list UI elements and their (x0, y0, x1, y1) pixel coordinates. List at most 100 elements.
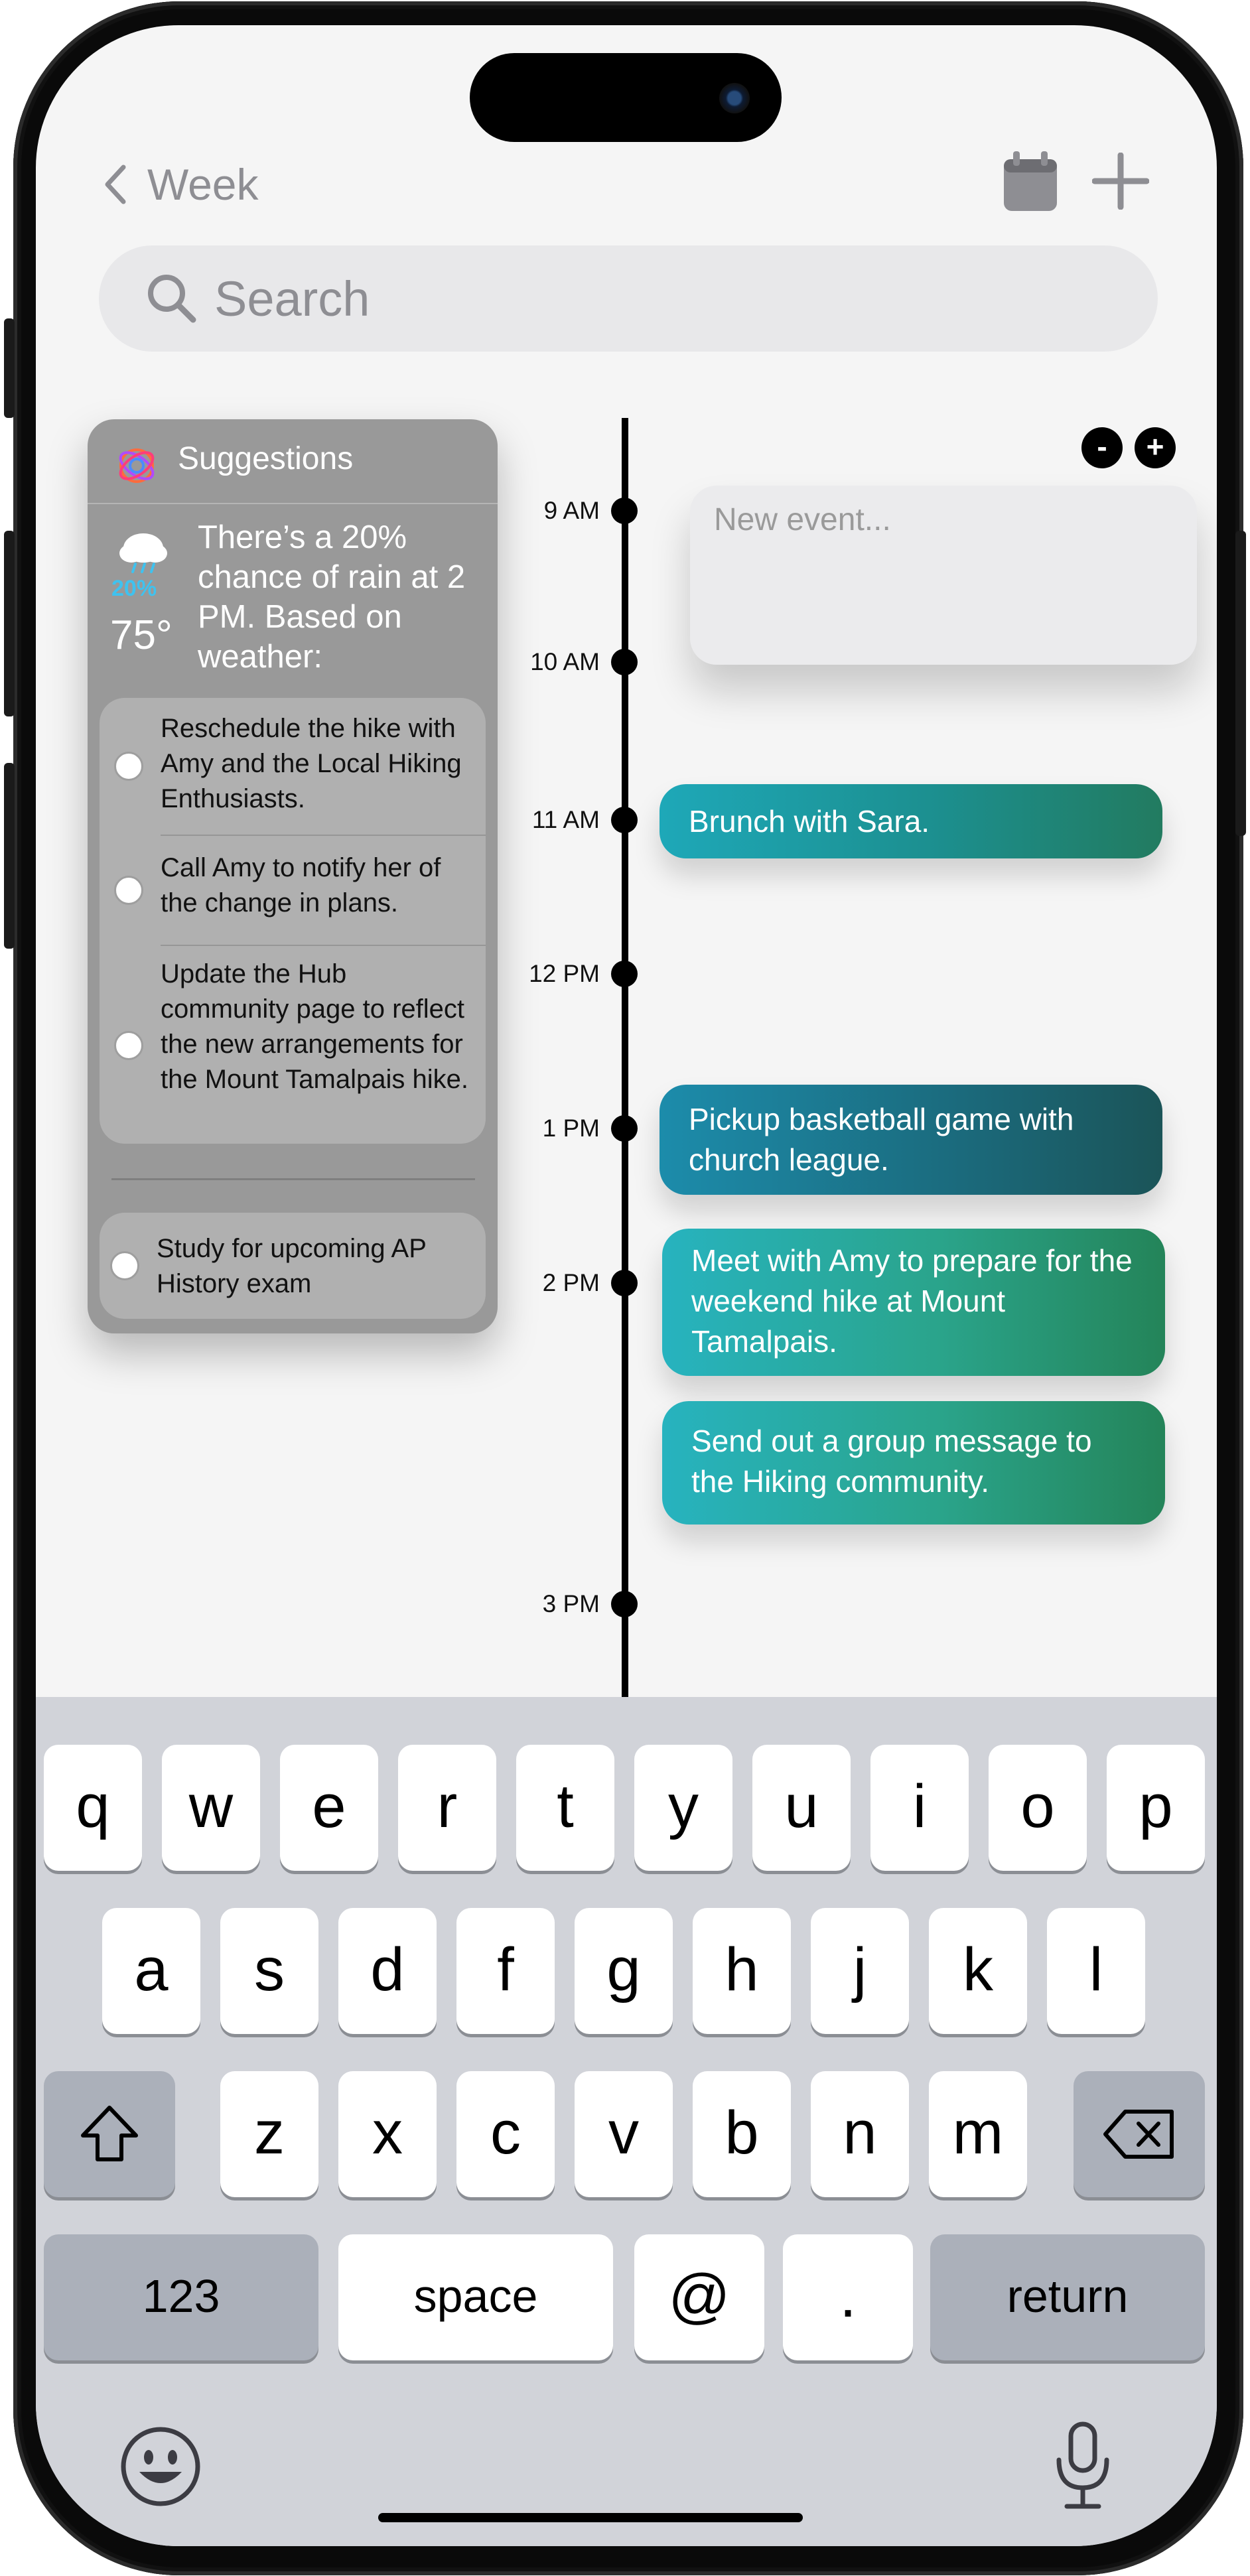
suggestion-text: Study for upcoming AP History exam (157, 1234, 427, 1298)
suggestion-checkbox[interactable] (114, 876, 143, 905)
time-label: 9 AM (543, 497, 600, 524)
key-v[interactable]: v (575, 2071, 673, 2197)
timeline-marker (611, 961, 638, 987)
event-card[interactable]: Meet with Amy to prepare for the weekend… (662, 1229, 1165, 1376)
suggestion-item[interactable]: Reschedule the hike with Amy and the Loc… (100, 698, 486, 835)
key-a[interactable]: a (102, 1908, 200, 2034)
divider (161, 835, 486, 836)
period-key[interactable]: . (783, 2234, 913, 2360)
zoom-in-button[interactable]: + (1135, 427, 1176, 468)
suggestion-text: Update the Hub community page to reflect… (161, 959, 468, 1094)
screen: Week Search Suggestions (36, 25, 1217, 2546)
emoji-icon[interactable] (119, 2425, 202, 2508)
shift-icon (81, 2106, 138, 2161)
suggestion-checkbox[interactable] (114, 1031, 143, 1060)
search-icon (148, 275, 196, 323)
calendar-button[interactable] (1003, 151, 1058, 216)
microphone-icon[interactable] (1051, 2421, 1115, 2510)
timeline-marker (611, 1115, 638, 1142)
suggestion-checkbox[interactable] (114, 752, 143, 781)
temperature: 75° (110, 612, 173, 658)
key-o[interactable]: o (989, 1745, 1087, 1871)
key-z[interactable]: z (220, 2071, 318, 2197)
key-n[interactable]: n (811, 2071, 909, 2197)
timeline-marker (611, 649, 638, 675)
suggestion-item[interactable]: Call Amy to notify her of the change in … (100, 836, 486, 945)
dynamic-island (470, 53, 782, 142)
event-card[interactable]: Send out a group message to the Hiking c… (662, 1401, 1165, 1525)
key-j[interactable]: j (811, 1908, 909, 2034)
new-event-input[interactable]: New event... (714, 502, 891, 537)
key-i[interactable]: i (870, 1745, 969, 1871)
key-c[interactable]: c (456, 2071, 555, 2197)
key-k[interactable]: k (929, 1908, 1027, 2034)
suggestion-checkbox[interactable] (110, 1251, 139, 1280)
new-event-card[interactable]: New event... (690, 486, 1197, 665)
key-w[interactable]: w (162, 1745, 260, 1871)
key-e[interactable]: e (280, 1745, 378, 1871)
search-bar[interactable]: Search (99, 245, 1158, 352)
key-q[interactable]: q (44, 1745, 142, 1871)
timeline-marker (611, 498, 638, 524)
key-p[interactable]: p (1107, 1745, 1205, 1871)
timeline-axis (622, 418, 628, 1729)
suggestions-title: Suggestions (178, 441, 354, 476)
key-y[interactable]: y (634, 1745, 732, 1871)
chevron-left-icon (105, 165, 126, 204)
suggestion-item[interactable]: Study for upcoming AP History exam (100, 1213, 486, 1319)
back-label: Week (147, 160, 259, 209)
suggestion-text: Reschedule the hike with Amy and the Loc… (161, 714, 462, 813)
power-button (1235, 531, 1246, 836)
time-label: 1 PM (542, 1115, 600, 1142)
key-b[interactable]: b (693, 2071, 791, 2197)
event-title: Brunch with Sara. (689, 804, 930, 839)
weather-message: There’s a 20% chance of rain at 2 PM. Ba… (198, 519, 466, 675)
zoom-out-button[interactable]: - (1081, 427, 1123, 468)
key-r[interactable]: r (398, 1745, 496, 1871)
time-label: 12 PM (529, 960, 600, 987)
suggestions-panel: Suggestions 20% 75° There’s a 20% chance… (88, 419, 498, 1333)
numbers-key[interactable]: 123 (44, 2234, 318, 2360)
key-g[interactable]: g (575, 1908, 673, 2034)
key-d[interactable]: d (338, 1908, 437, 2034)
key-x[interactable]: x (338, 2071, 437, 2197)
time-label: 2 PM (542, 1269, 600, 1296)
space-key[interactable]: space (338, 2234, 613, 2360)
search-input[interactable]: Search (214, 271, 370, 326)
divider (161, 945, 486, 946)
front-camera (719, 83, 750, 113)
timeline-marker (611, 1591, 638, 1617)
shift-key[interactable] (44, 2071, 175, 2197)
event-title: Pickup basketball game with church leagu… (689, 1102, 1074, 1177)
key-l[interactable]: l (1047, 1908, 1145, 2034)
rain-cloud-icon (119, 533, 167, 573)
key-s[interactable]: s (220, 1908, 318, 2034)
plus-icon (1091, 152, 1150, 210)
return-key[interactable]: return (930, 2234, 1205, 2360)
suggestion-item[interactable]: Update the Hub community page to reflect… (100, 946, 486, 1144)
time-label: 3 PM (542, 1590, 600, 1617)
timeline-marker (611, 1270, 638, 1296)
backspace-icon (1103, 2110, 1174, 2159)
volume-down-button (4, 763, 15, 949)
event-card[interactable]: Pickup basketball game with church leagu… (660, 1085, 1162, 1195)
add-event-button[interactable] (1091, 152, 1150, 213)
back-button[interactable]: Week (102, 158, 259, 211)
time-label: 11 AM (531, 806, 600, 833)
action-button (4, 318, 15, 418)
key-h[interactable]: h (693, 1908, 791, 2034)
suggestion-group: Reschedule the hike with Amy and the Loc… (100, 698, 486, 1144)
time-label: 10 AM (530, 648, 600, 675)
volume-up-button (4, 531, 15, 716)
at-key[interactable]: @ (634, 2234, 764, 2360)
home-indicator[interactable] (378, 2513, 803, 2522)
keyboard: q w e r t y u i o p a s d f g h j k l z … (36, 1697, 1217, 2546)
rain-chance: 20% (111, 576, 157, 601)
suggestion-text: Call Amy to notify her of the change in … (161, 853, 441, 917)
delete-key[interactable] (1074, 2071, 1205, 2197)
key-f[interactable]: f (456, 1908, 555, 2034)
key-m[interactable]: m (929, 2071, 1027, 2197)
event-card[interactable]: Brunch with Sara. (660, 784, 1162, 858)
key-u[interactable]: u (752, 1745, 851, 1871)
key-t[interactable]: t (516, 1745, 614, 1871)
